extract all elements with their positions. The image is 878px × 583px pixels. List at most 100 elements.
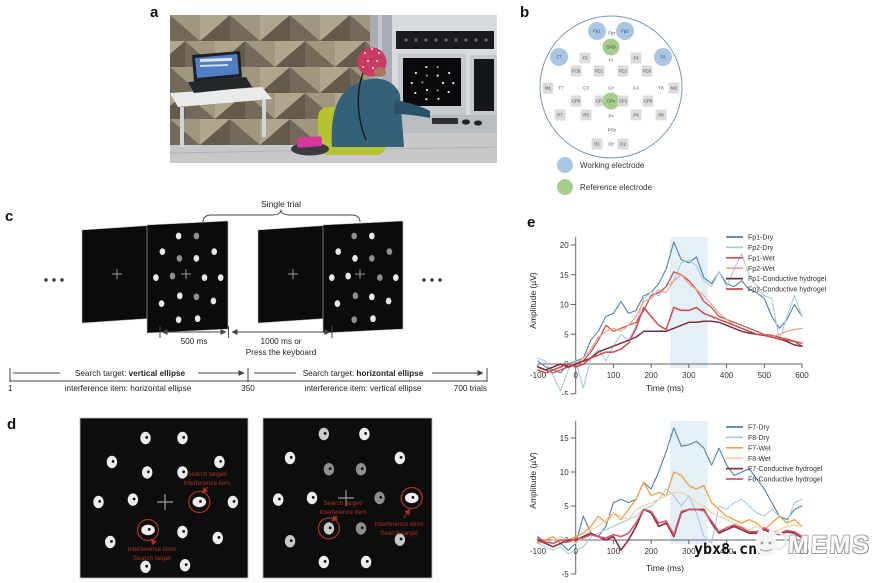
svg-text:FC2: FC2 [619, 69, 628, 74]
equipment-knobs [404, 38, 488, 42]
trial-switch-label: 350 [241, 384, 255, 393]
right-ann1-pointer [331, 514, 339, 522]
right-ellipsis [422, 278, 442, 282]
example-left-dots [93, 431, 239, 573]
x-axis-label: Time (ms) [646, 563, 684, 573]
working-electrode-legend-swatch [557, 157, 573, 173]
electrode-O2: O2 [617, 138, 629, 150]
cat-ear-left [756, 526, 766, 537]
legend-label-Fp2-Wet: Fp2-Wet [748, 266, 775, 273]
cat-mouth [759, 548, 773, 552]
fixation-cross-2 [288, 269, 298, 279]
working-electrode-legend-label: Working electrode [580, 161, 645, 170]
svg-text:GND: GND [606, 45, 616, 50]
electrode-P8: P8 [655, 109, 667, 121]
y-tick-label: 15 [560, 271, 569, 280]
svg-text:F3: F3 [582, 56, 588, 61]
block1-target-label: Search target: vertical ellipse [75, 369, 186, 378]
electrode-Pz: Pz [608, 114, 613, 119]
y-tick-label: 10 [560, 468, 569, 477]
x-tick-label: 300 [682, 371, 696, 380]
stimulus-monitor-screen [403, 58, 461, 106]
svg-text:T7: T7 [558, 86, 564, 91]
block2-interference-label: interference item: vertical ellipse [305, 384, 422, 393]
electrode-F7: F7 [550, 48, 568, 66]
svg-text:Oz: Oz [608, 142, 614, 147]
svg-text:Fp1: Fp1 [593, 29, 601, 34]
electrode-CP5: CP5 [570, 95, 582, 107]
right-ann2-pointer [403, 508, 411, 519]
left-ann1-line2: Interference item [183, 480, 230, 487]
electrode-F3: F3 [579, 52, 591, 64]
left-ann2-line1: Interference item/ [128, 546, 177, 553]
legend-label-F8-Dry: F8-Dry [748, 435, 770, 442]
svg-text:CP5: CP5 [572, 99, 581, 104]
svg-text:CPz: CPz [607, 99, 615, 104]
example-right-dots [273, 427, 423, 569]
panel-label-a: a [150, 4, 159, 21]
trial-end-label: 700 trials [454, 384, 487, 393]
panel-label-e: e [527, 214, 536, 231]
watermark-cat-logo [755, 526, 788, 556]
legend-label-F7-Dry: F7-Dry [748, 425, 770, 432]
series-Fp2-Dry [537, 253, 803, 392]
left-ann2-line2: Search target [133, 555, 171, 562]
electrode-FC2: FC2 [617, 65, 629, 77]
acoustic-foam-wall [170, 15, 370, 145]
significance-band [670, 237, 708, 368]
stimulus-panel-1 [146, 220, 229, 334]
right-ann2-line1: Interference item/ [375, 521, 424, 528]
y-tick-label: 15 [560, 434, 569, 443]
legend-label-F7-Wet: F7-Wet [748, 445, 771, 452]
svg-text:FC1: FC1 [595, 69, 604, 74]
x-tick-label: 100 [607, 371, 621, 380]
laptop-text-line [200, 64, 229, 67]
svg-text:C4: C4 [633, 86, 639, 91]
svg-text:F8: F8 [660, 55, 666, 60]
x-tick-label: 200 [644, 371, 658, 380]
svg-text:O1: O1 [594, 142, 600, 147]
x-tick-label: 300 [682, 547, 696, 556]
electrode-F8: F8 [654, 48, 672, 66]
table-leg [180, 107, 184, 147]
panel-label-d: d [7, 416, 17, 433]
electrode-P4: P4 [630, 109, 642, 121]
svg-text:Fp2: Fp2 [621, 29, 629, 34]
y-tick-label: 5 [564, 330, 569, 339]
electrode-Fp1: Fp1 [588, 22, 606, 40]
svg-text:P7: P7 [557, 113, 563, 118]
mouse [462, 119, 470, 125]
iti-label-line1: 1000 ms or [261, 337, 302, 346]
laptop-base [188, 77, 252, 93]
svg-text:Cz: Cz [608, 86, 613, 91]
pink-box [296, 136, 323, 148]
electrode-Fp2: Fp2 [616, 22, 634, 40]
svg-text:POz: POz [608, 128, 616, 133]
x-tick-label: 400 [720, 371, 734, 380]
stimulus-2-dots [329, 232, 399, 324]
legend-label-F8-Conductive hydrogel: F8-Conductive hydrogel [748, 477, 823, 484]
x-tick-label: 600 [795, 547, 809, 556]
legend-label-Fp2-Conductive hydrogel: Fp2-Conductive hydrogel [748, 287, 827, 294]
stimulus-1-dots [153, 232, 224, 324]
electrode-CPz: CPz [602, 92, 620, 110]
svg-text:C3: C3 [583, 86, 589, 91]
electrode-P3: P3 [580, 109, 592, 121]
experiment-photo [170, 15, 497, 163]
svg-text:CP2: CP2 [619, 99, 628, 104]
electrode-T7: T7 [558, 86, 564, 91]
svg-text:M1: M1 [545, 86, 552, 91]
annotation-ring [400, 486, 423, 510]
block1-interference-label: interference item: horizontal ellipse [65, 384, 192, 393]
y-tick-label: 5 [564, 502, 569, 511]
head-outline [539, 15, 683, 159]
left-ann2-pointer [150, 538, 157, 546]
svg-text:CP1: CP1 [596, 99, 605, 104]
single-trial-brace [202, 208, 361, 223]
fixation-cross-stim-1 [181, 269, 191, 279]
secondary-monitor-screen [474, 59, 494, 111]
panel-label-c: c [5, 208, 14, 225]
electrode-CP1: CP1 [594, 95, 606, 107]
series-F7-Dry [537, 427, 803, 551]
